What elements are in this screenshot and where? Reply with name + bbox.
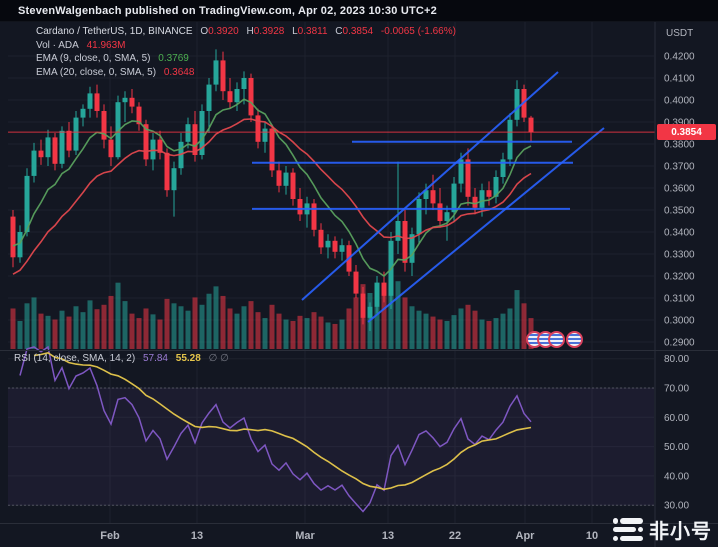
- price-tick-label: 0.4200: [664, 52, 695, 63]
- time-tick-label: 13: [191, 530, 203, 542]
- price-tick-label: 0.3500: [664, 206, 695, 217]
- ema20-value: 0.3648: [163, 66, 195, 78]
- attribution-text: StevenWalgenbach published on TradingVie…: [18, 4, 437, 17]
- high-label: H: [246, 26, 254, 37]
- feixiaohao-watermark[interactable]: 非小号: [613, 515, 712, 544]
- price-tick-label: 0.3600: [664, 184, 695, 195]
- price-tick-label: 0.4100: [664, 74, 695, 85]
- time-tick-label: 10: [586, 530, 598, 542]
- rsi-ma-value: 55.28: [175, 353, 201, 364]
- price-tick-label: 0.3300: [664, 250, 695, 261]
- volume-value: 41.963M: [86, 39, 126, 51]
- symbol-legend-row[interactable]: Cardano / TetherUS, 1D, BINANCE O0.3920 …: [36, 25, 456, 39]
- rsi-extra-values: ∅ ∅: [208, 353, 229, 364]
- pane-control-icon[interactable]: [548, 331, 565, 348]
- rsi-tick-label: 80.00: [664, 354, 689, 365]
- attribution-bar: StevenWalgenbach published on TradingVie…: [0, 0, 718, 22]
- last-price-value: 0.3854: [671, 126, 702, 138]
- ema9-legend-row[interactable]: EMA (9, close, 0, SMA, 5) 0.3769: [36, 52, 456, 66]
- rsi-label: RSI (14, close, SMA, 14, 2): [14, 353, 136, 364]
- price-tick-label: 0.3400: [664, 228, 695, 239]
- rsi-legend-row[interactable]: RSI (14, close, SMA, 14, 2) 57.84 55.28 …: [14, 353, 229, 364]
- price-axis-currency-label: USDT: [666, 28, 693, 39]
- open-value: 0.3920: [208, 26, 239, 37]
- ema9-value: 0.3769: [158, 53, 189, 64]
- time-tick-label: Mar: [295, 530, 315, 542]
- high-value: 0.3928: [253, 26, 285, 37]
- price-tick-label: 0.3900: [664, 118, 695, 129]
- symbol-title: Cardano / TetherUS, 1D, BINANCE: [36, 26, 193, 37]
- rsi-tick-label: 40.00: [664, 471, 689, 482]
- time-tick-label: 13: [382, 530, 394, 542]
- chart-legend: Cardano / TetherUS, 1D, BINANCE O0.3920 …: [36, 25, 456, 79]
- price-tick-label: 0.3800: [664, 140, 695, 151]
- change-value: -0.0065 (-1.66%): [380, 26, 456, 37]
- last-price-tag: 0.3854: [657, 124, 716, 140]
- price-tick-label: 0.4000: [664, 96, 695, 107]
- time-tick-label: 22: [449, 530, 461, 542]
- feixiaohao-logo-icon: [613, 518, 643, 541]
- time-tick-label: Feb: [100, 530, 120, 542]
- price-tick-label: 0.2900: [664, 338, 695, 349]
- open-label: O: [200, 26, 209, 37]
- low-value: 0.3811: [297, 26, 328, 37]
- ema20-legend-row[interactable]: EMA (20, close, 0, SMA, 5) 0.3648: [36, 66, 456, 80]
- volume-legend-row[interactable]: Vol · ADA 41.963M: [36, 39, 456, 53]
- ema20-label: EMA (20, close, 0, SMA, 5): [36, 66, 157, 78]
- rsi-tick-label: 30.00: [664, 501, 689, 512]
- price-tick-label: 0.3200: [664, 272, 695, 283]
- volume-label: Vol · ADA: [36, 39, 79, 51]
- rsi-tick-label: 50.00: [664, 442, 689, 453]
- price-tick-label: 0.3700: [664, 162, 695, 173]
- close-label: C: [335, 26, 343, 37]
- pane-control-icon[interactable]: [566, 331, 583, 348]
- rsi-tick-label: 70.00: [664, 384, 689, 395]
- close-value: 0.3854: [342, 26, 374, 37]
- time-tick-label: Apr: [516, 530, 536, 542]
- price-tick-label: 0.3100: [664, 294, 695, 305]
- rsi-value: 57.84: [142, 353, 168, 364]
- watermark-text: 非小号: [649, 521, 712, 543]
- price-tick-label: 0.3000: [664, 316, 695, 327]
- ema9-label: EMA (9, close, 0, SMA, 5): [36, 53, 151, 64]
- rsi-tick-label: 60.00: [664, 413, 689, 424]
- low-label: L: [292, 26, 298, 37]
